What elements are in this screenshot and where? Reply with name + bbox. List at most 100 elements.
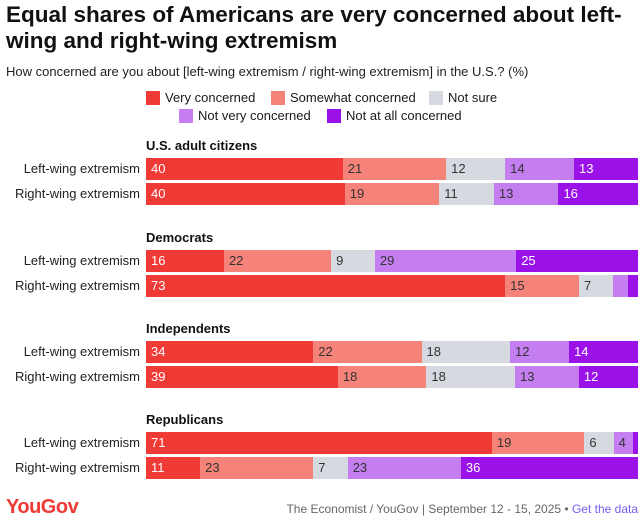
legend-swatch [429, 90, 443, 105]
bar-segment: 16 [146, 250, 224, 272]
bar-segment: 18 [337, 366, 427, 388]
row-label: Left-wing extremism [23, 161, 140, 176]
yougov-logo: YouGov [6, 496, 79, 518]
segment-value-label: 25 [521, 253, 536, 268]
segment-value-label: 71 [151, 435, 166, 450]
bar-segment: 40 [146, 158, 343, 180]
segment-value-label: 19 [496, 435, 512, 450]
row-label: Right-wing extremism [15, 186, 140, 201]
bar-segment: 19 [344, 183, 440, 205]
bar-segment: 14 [569, 341, 638, 363]
segment-value-label: 6 [589, 435, 597, 450]
legend-item: Not sure [429, 90, 497, 105]
group-title: Republicans [146, 412, 224, 427]
segment-value-label: 73 [151, 278, 166, 293]
bar-segment: 19 [491, 432, 585, 454]
bar-segment: 18 [426, 366, 515, 388]
stacked-bar: 73 15 7 [146, 275, 638, 297]
segment-value-label: 16 [563, 186, 578, 201]
segment-value-label: 7 [318, 460, 326, 475]
row-label: Left-wing extremism [23, 435, 140, 450]
segment-value-label: 22 [318, 344, 333, 359]
stacked-bar: 34 22 18 12 14 [146, 341, 638, 363]
bar-segment: 6 [584, 432, 614, 454]
segment-value-label: 14 [510, 161, 525, 176]
segment-value-label: 18 [342, 369, 358, 384]
segment-value-label: 12 [583, 369, 599, 384]
bar-segment: 12 [510, 341, 570, 363]
segment-value-label: 12 [451, 161, 466, 176]
stacked-bar: 40 19 11 13 16 [146, 183, 638, 205]
segment-value-label: 12 [515, 344, 530, 359]
group-title: Democrats [146, 230, 214, 245]
bar-segment: 22 [223, 250, 332, 272]
bar-segment: 12 [446, 158, 506, 180]
group-title: Independents [146, 321, 231, 336]
segment-value-label: 40 [151, 186, 166, 201]
segment-value-label: 15 [510, 278, 525, 293]
row-label: Right-wing extremism [15, 278, 140, 293]
bar-segment: 13 [574, 158, 638, 180]
bar-segment: 11 [146, 457, 201, 479]
row-label: Left-wing extremism [23, 253, 140, 268]
bar-segment: 34 [146, 341, 314, 363]
bar-segment: 9 [331, 250, 375, 272]
bar-segment [628, 275, 638, 297]
bar-segment: 15 [505, 275, 579, 297]
legend-label: Not sure [448, 90, 498, 105]
stacked-bar: 40 21 12 14 13 [146, 158, 638, 180]
segment-value-label: 16 [151, 253, 166, 268]
bar-segment: 7 [313, 457, 348, 479]
bar-segment: 7 [578, 275, 614, 297]
bar-segment: 23 [200, 457, 314, 479]
segment-value-label: 19 [349, 186, 365, 201]
bar-segment: 13 [493, 183, 559, 205]
segment-value-label: 18 [426, 344, 441, 359]
segment-value-label: 7 [583, 278, 592, 293]
bar-segment: 16 [558, 183, 638, 205]
segment-value-label: 13 [579, 161, 594, 176]
legend-item: Very concerned [146, 90, 255, 105]
legend-label: Not at all concerned [346, 108, 462, 123]
chart-title: Equal shares of Americans are very conce… [6, 2, 622, 53]
segment-value-label: 29 [379, 253, 395, 268]
segment-value-label: 18 [431, 369, 446, 384]
bar-segment: 21 [342, 158, 447, 180]
legend-swatch [146, 90, 160, 105]
bar-segment: 14 [505, 158, 575, 180]
legend-swatch [271, 90, 285, 105]
bar-segment: 23 [347, 457, 461, 479]
bar-segment: 73 [146, 275, 506, 297]
bar-segment: 4 [613, 432, 634, 454]
group-title: U.S. adult citizens [146, 138, 258, 153]
bar-segment: 18 [421, 341, 511, 363]
bar-segment: 25 [516, 250, 638, 272]
legend-item: Not at all concerned [327, 108, 462, 123]
bar-segment [613, 275, 629, 297]
segment-value-label: 14 [574, 344, 589, 359]
segment-value-label: 4 [618, 435, 626, 450]
segment-value-label: 23 [205, 460, 220, 475]
legend-label: Very concerned [165, 90, 256, 105]
segment-value-label: 11 [444, 186, 458, 201]
get-the-data-link[interactable]: Get the data [571, 502, 638, 516]
footer-source: The Economist / YouGov | September 12 - … [286, 502, 638, 516]
stacked-bar: 71 19 6 4 [146, 432, 638, 454]
bar-segment: 71 [146, 432, 492, 454]
legend-label: Somewhat concerned [290, 90, 416, 105]
stacked-bar: 16 22 9 29 25 [146, 250, 638, 272]
stacked-bar: 39 18 18 13 12 [146, 366, 638, 388]
segment-value-label: 36 [465, 460, 481, 475]
legend-swatch [327, 108, 341, 123]
bar-segment: 22 [313, 341, 422, 363]
stacked-bar: 11 23 7 23 36 [146, 457, 638, 479]
bar-segment: 40 [146, 183, 345, 205]
row-label: Right-wing extremism [15, 369, 140, 384]
legend-label: Not very concerned [198, 108, 311, 123]
segment-value-label: 22 [228, 253, 244, 268]
segment-value-label: 23 [352, 460, 368, 475]
bar-segment: 12 [578, 366, 638, 388]
segment-value-label: 34 [151, 344, 166, 359]
segment-value-label: 39 [151, 369, 166, 384]
bar-segment: 13 [514, 366, 579, 388]
